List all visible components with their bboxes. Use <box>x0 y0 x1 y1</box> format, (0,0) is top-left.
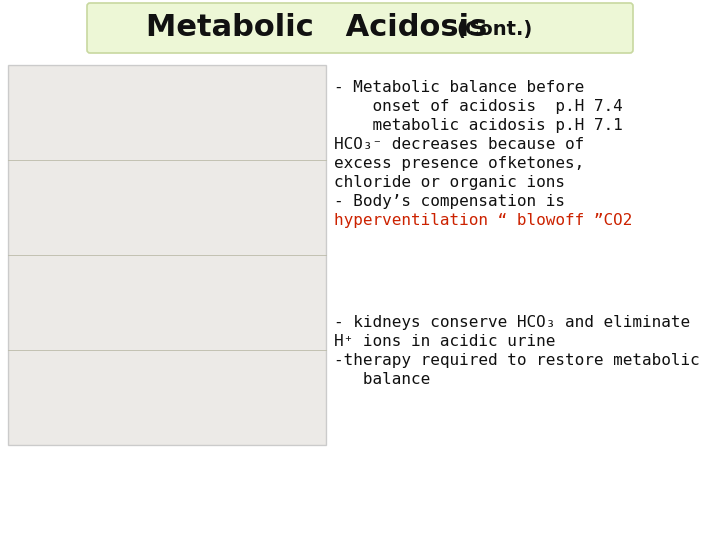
Text: Metabolic   Acidosis: Metabolic Acidosis <box>146 12 487 42</box>
FancyBboxPatch shape <box>87 3 633 53</box>
Text: H⁺ ions in acidic urine: H⁺ ions in acidic urine <box>334 334 555 349</box>
Bar <box>8 65 326 445</box>
Text: HCO₃⁻ decreases because of: HCO₃⁻ decreases because of <box>334 137 584 152</box>
Text: excess presence ofketones,: excess presence ofketones, <box>334 156 584 171</box>
Text: -therapy required to restore metabolic: -therapy required to restore metabolic <box>334 353 700 368</box>
Text: onset of acidosis  p.H 7.4: onset of acidosis p.H 7.4 <box>334 99 623 114</box>
Text: hyperventilation “ blowoff ”CO2: hyperventilation “ blowoff ”CO2 <box>334 213 632 228</box>
Text: - Body’s compensation is: - Body’s compensation is <box>334 194 565 209</box>
Text: - Metabolic balance before: - Metabolic balance before <box>334 80 584 95</box>
Text: - kidneys conserve HCO₃ and eliminate: - kidneys conserve HCO₃ and eliminate <box>334 315 690 330</box>
Text: chloride or organic ions: chloride or organic ions <box>334 175 565 190</box>
Text: balance: balance <box>334 372 431 387</box>
Text: metabolic acidosis p.H 7.1: metabolic acidosis p.H 7.1 <box>334 118 623 133</box>
Text: (Cont.): (Cont.) <box>456 21 533 39</box>
